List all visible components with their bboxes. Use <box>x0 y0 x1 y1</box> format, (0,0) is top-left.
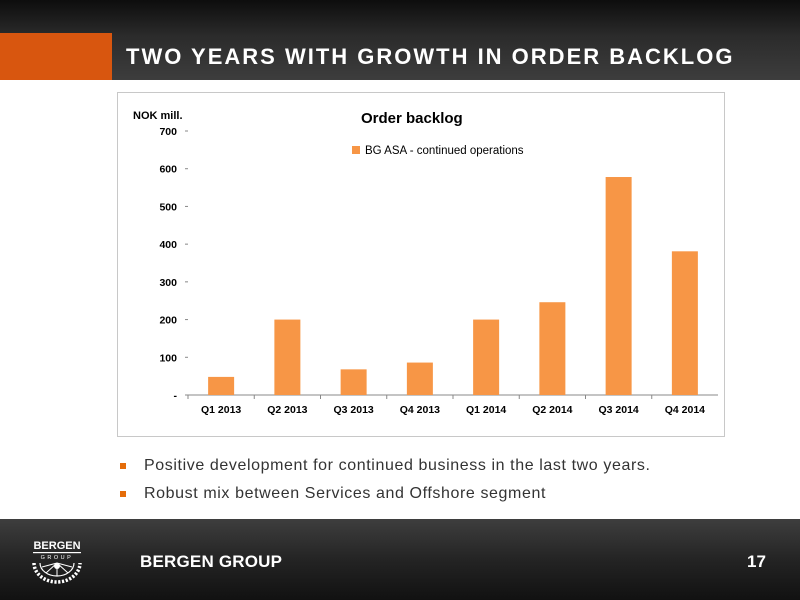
logo-text-bottom: GROUP <box>41 555 74 561</box>
bullet-text: Positive development for continued busin… <box>144 457 651 474</box>
bar <box>208 376 235 395</box>
slide-title: TWO YEARS WITH GROWTH IN ORDER BACKLOG <box>126 44 735 69</box>
y-tick-label: 100 <box>159 352 177 364</box>
y-tick-label: 500 <box>159 201 177 213</box>
brand-name: BERGEN GROUP <box>140 552 283 571</box>
y-axis-label: NOK mill. <box>133 110 183 122</box>
y-tick-label: 700 <box>159 126 177 138</box>
x-tick-label: Q2 2014 <box>532 404 572 416</box>
chart-frame: Order backlog NOK mill. BG ASA - continued… <box>117 92 725 437</box>
bar <box>274 319 301 395</box>
bar <box>539 302 566 395</box>
bar <box>406 362 433 395</box>
legend-label: BG ASA - continued operations <box>365 145 524 157</box>
y-tick-label: 300 <box>159 277 177 289</box>
y-tick-label: 400 <box>159 239 177 251</box>
title-accent-block <box>0 33 112 80</box>
bullet-square-icon <box>120 463 126 469</box>
bullet-list: Positive development for continued busin… <box>120 454 651 510</box>
bullet-item: Positive development for continued busin… <box>120 454 651 482</box>
logo-text-top: BERGEN <box>33 540 80 552</box>
order-backlog-chart: Order backlog NOK mill. BG ASA - continued… <box>133 110 718 416</box>
bar <box>473 319 500 395</box>
bar <box>605 177 632 395</box>
page-number: 17 <box>747 552 766 571</box>
bergen-group-logo: BERGEN GROUP <box>32 540 82 584</box>
x-tick-label: Q4 2013 <box>400 404 440 416</box>
x-tick-label: Q1 2013 <box>201 404 241 416</box>
y-tick-label: - <box>174 390 178 402</box>
bullet-item: Robust mix between Services and Offshore… <box>120 482 651 510</box>
chart-title: Order backlog <box>361 110 463 127</box>
x-tick-label: Q1 2014 <box>466 404 506 416</box>
x-tick-label: Q3 2014 <box>598 404 638 416</box>
x-tick-label: Q2 2013 <box>267 404 307 416</box>
x-tick-label: Q4 2014 <box>665 404 705 416</box>
y-tick-label: 200 <box>159 315 177 327</box>
y-tick-label: 600 <box>159 164 177 176</box>
bullet-square-icon <box>120 491 126 497</box>
x-tick-label: Q3 2013 <box>333 404 373 416</box>
bar <box>340 369 367 395</box>
footer-bar <box>0 519 800 600</box>
bullet-text: Robust mix between Services and Offshore… <box>144 485 547 502</box>
header-bar <box>0 0 800 80</box>
bar <box>671 251 698 395</box>
legend-swatch <box>352 146 360 154</box>
